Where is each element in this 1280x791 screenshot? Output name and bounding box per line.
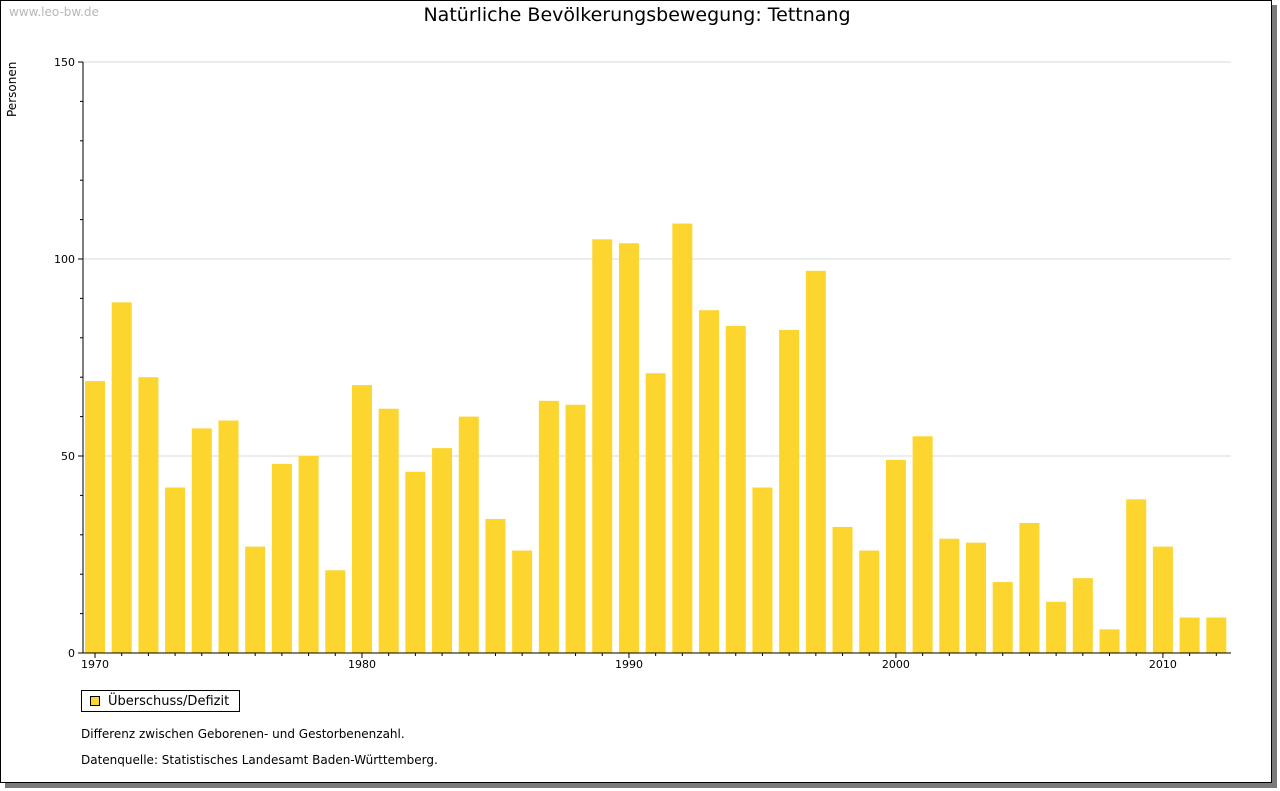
bar bbox=[165, 487, 186, 653]
y-tick-label: 50 bbox=[61, 450, 75, 463]
bar bbox=[939, 538, 960, 653]
bar bbox=[565, 404, 586, 653]
bar bbox=[1152, 546, 1173, 653]
bar bbox=[298, 456, 319, 653]
bar bbox=[245, 546, 266, 653]
bar bbox=[725, 325, 746, 653]
bar bbox=[859, 550, 880, 653]
bar bbox=[1072, 578, 1093, 653]
bar bbox=[1206, 617, 1227, 653]
bar bbox=[191, 428, 212, 653]
x-tick-label: 1970 bbox=[81, 658, 109, 671]
bar bbox=[218, 420, 239, 653]
watermark: www.leo-bw.de bbox=[9, 5, 99, 19]
bar bbox=[618, 243, 639, 654]
bar bbox=[592, 239, 613, 654]
legend-swatch bbox=[90, 696, 100, 706]
x-tick-label: 2010 bbox=[1149, 658, 1177, 671]
source-note: Datenquelle: Statistisches Landesamt Bad… bbox=[81, 753, 438, 767]
bar bbox=[351, 385, 372, 653]
bar bbox=[1126, 499, 1147, 653]
bar bbox=[672, 223, 693, 654]
bar bbox=[432, 448, 453, 653]
y-tick-label: 100 bbox=[54, 253, 75, 266]
bar bbox=[485, 519, 506, 653]
bar bbox=[912, 436, 933, 653]
bar bbox=[378, 408, 399, 653]
bar bbox=[805, 270, 826, 653]
bar bbox=[325, 570, 346, 653]
x-tick-label: 1990 bbox=[615, 658, 643, 671]
bar bbox=[752, 487, 773, 653]
bar bbox=[645, 373, 666, 653]
description-note: Differenz zwischen Geborenen- und Gestor… bbox=[81, 727, 405, 741]
x-ticks: 1970 1980 1990 2000 2010 bbox=[81, 653, 1217, 671]
chart-title: Natürliche Bevölkerungsbewegung: Tettnan… bbox=[423, 4, 851, 26]
bar bbox=[138, 377, 159, 653]
bar bbox=[1099, 629, 1120, 653]
bar bbox=[458, 416, 479, 653]
x-tick-label: 2000 bbox=[882, 658, 910, 671]
bar bbox=[405, 471, 426, 653]
bar bbox=[85, 381, 105, 653]
legend: Überschuss/Defizit bbox=[81, 690, 241, 712]
y-tick-label: 150 bbox=[54, 56, 75, 69]
axes bbox=[82, 62, 1231, 654]
bar bbox=[779, 329, 800, 653]
bar bbox=[992, 582, 1013, 653]
x-tick-label: 1980 bbox=[348, 658, 376, 671]
bar bbox=[832, 526, 853, 653]
bar bbox=[885, 459, 906, 653]
bar bbox=[538, 400, 559, 653]
bar bbox=[512, 550, 533, 653]
bar bbox=[966, 542, 987, 653]
bar bbox=[699, 310, 720, 653]
bar bbox=[111, 302, 132, 653]
legend-label: Überschuss/Defizit bbox=[108, 693, 230, 709]
bars bbox=[85, 223, 1227, 654]
bar bbox=[271, 463, 292, 653]
bar bbox=[1019, 522, 1040, 653]
bar bbox=[1046, 601, 1067, 653]
bar bbox=[1179, 617, 1200, 653]
y-ticks: 0 50 100 150 bbox=[54, 56, 83, 660]
y-tick-label: 0 bbox=[68, 647, 75, 660]
